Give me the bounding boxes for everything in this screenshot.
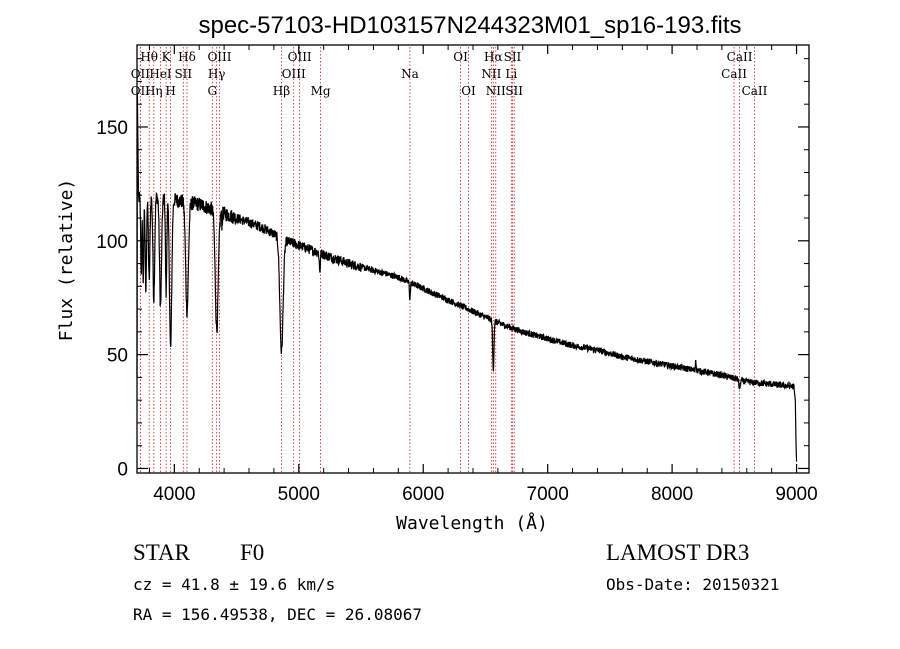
- line-marker-label: OII: [131, 84, 151, 98]
- line-marker-label: SII: [504, 50, 522, 64]
- line-marker-label: CaII: [727, 50, 753, 64]
- line-marker-label: OIII: [207, 50, 231, 64]
- line-marker-label: OIII: [288, 50, 312, 64]
- line-marker-label: Hβ: [273, 84, 290, 98]
- y-tick-label: 50: [107, 346, 128, 367]
- x-axis-label: Wavelength (Å): [396, 512, 548, 534]
- line-marker-label: K: [162, 50, 172, 64]
- line-marker-label: Li: [505, 67, 517, 81]
- x-tick-label: 9000: [775, 484, 817, 505]
- line-marker-label: H: [165, 84, 175, 98]
- line-marker-label: Hγ: [208, 67, 226, 81]
- object-class: STAR: [133, 540, 191, 565]
- y-axis-label: Flux (relative): [56, 179, 77, 342]
- line-marker-label: OII: [131, 67, 151, 81]
- obs-date-text: Obs-Date: 20150321: [606, 575, 779, 594]
- line-marker-label: OI: [461, 84, 476, 98]
- line-marker-label: Hθ: [140, 50, 158, 64]
- y-tick-label: 150: [96, 118, 128, 139]
- x-tick-label: 8000: [651, 484, 693, 505]
- survey-label: LAMOST DR3: [606, 540, 749, 565]
- line-marker-label: HeI: [149, 67, 172, 81]
- line-label-group: OII OII Hθ Hη HeI K H SII Hδ G Hγ OIII Hβ OIII OIII Mg N…: [131, 50, 768, 98]
- x-tick-label: 4000: [153, 484, 195, 505]
- redshift-text: cz = 41.8 ± 19.6 km/s: [133, 575, 335, 594]
- line-marker-group: [139, 47, 755, 472]
- line-marker-label: G: [207, 84, 217, 98]
- line-marker-label: Hη: [145, 84, 163, 98]
- coords-text: RA = 156.49538, DEC = 26.08067: [133, 605, 422, 624]
- y-tick-label: 0: [117, 459, 128, 480]
- line-marker-label: OIII: [282, 67, 306, 81]
- line-marker-label: Hδ: [178, 50, 196, 64]
- x-tick-label: 7000: [527, 484, 569, 505]
- x-tick-label: 5000: [278, 484, 320, 505]
- line-marker-label: Na: [401, 67, 419, 81]
- y-tick-label: 100: [96, 232, 128, 253]
- line-marker-label: CaII: [742, 84, 768, 98]
- chart-title: spec-57103-HD103157N244323M01_sp16-193.f…: [198, 12, 741, 39]
- x-tick-label: 6000: [402, 484, 444, 505]
- x-axis: 4000 5000 6000 7000 8000 9000: [148, 45, 818, 505]
- line-marker-label: NII: [486, 84, 506, 98]
- spectrum-line: [136, 92, 798, 462]
- line-marker-label: OI: [453, 50, 468, 64]
- line-marker-label: SII: [505, 84, 523, 98]
- y-axis: 0 50 100 150: [96, 58, 809, 480]
- line-marker-label: SII: [174, 67, 192, 81]
- object-subclass: F0: [240, 540, 264, 565]
- line-marker-label: Mg: [311, 84, 331, 98]
- line-marker-label: CaII: [721, 67, 747, 81]
- line-marker-label: NII: [481, 67, 501, 81]
- line-marker-label: Hα: [484, 50, 503, 64]
- plot-frame: [136, 44, 810, 474]
